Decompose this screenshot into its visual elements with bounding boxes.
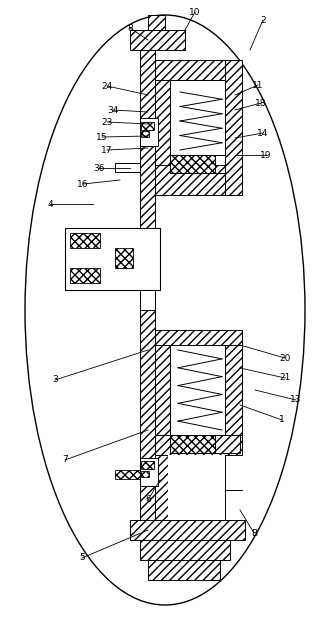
Bar xyxy=(170,155,215,173)
Bar xyxy=(141,131,149,137)
Text: 13: 13 xyxy=(290,396,302,404)
Bar xyxy=(170,345,225,435)
Bar xyxy=(130,520,245,540)
Bar xyxy=(155,165,225,195)
Bar xyxy=(140,458,158,486)
Bar xyxy=(65,228,160,290)
Text: 11: 11 xyxy=(252,80,264,90)
Text: 6: 6 xyxy=(145,495,151,504)
Text: 34: 34 xyxy=(107,105,119,115)
Bar xyxy=(70,233,100,248)
Bar xyxy=(140,540,230,560)
Bar xyxy=(140,310,155,535)
Bar xyxy=(170,435,240,453)
Bar xyxy=(170,155,225,173)
Bar xyxy=(115,470,140,479)
Text: 36: 36 xyxy=(93,163,105,173)
Bar xyxy=(155,455,225,520)
Bar xyxy=(155,330,242,345)
Text: 23: 23 xyxy=(101,118,113,126)
Text: 21: 21 xyxy=(279,373,291,383)
Text: 16: 16 xyxy=(77,180,89,189)
Text: 3: 3 xyxy=(52,376,58,384)
Bar xyxy=(115,163,140,172)
Text: 20: 20 xyxy=(279,353,291,363)
Bar xyxy=(155,435,242,455)
Text: 18: 18 xyxy=(255,98,267,108)
Bar xyxy=(170,435,215,453)
Bar xyxy=(168,455,225,520)
Bar xyxy=(141,461,154,469)
Bar xyxy=(141,471,149,477)
Text: 1: 1 xyxy=(279,415,285,425)
Bar xyxy=(155,60,240,80)
Bar xyxy=(225,330,242,450)
Bar xyxy=(155,80,170,195)
Bar xyxy=(115,248,133,268)
Bar xyxy=(130,30,185,50)
Text: 14: 14 xyxy=(257,129,269,137)
Text: 10: 10 xyxy=(189,7,201,17)
Text: 17: 17 xyxy=(101,145,113,155)
Bar xyxy=(140,30,155,310)
Text: 24: 24 xyxy=(101,82,113,90)
Text: 5: 5 xyxy=(79,553,85,563)
Bar xyxy=(140,290,155,310)
Text: 2: 2 xyxy=(260,15,266,25)
Text: 7: 7 xyxy=(62,456,68,464)
Text: B: B xyxy=(251,529,257,537)
Bar xyxy=(170,80,225,165)
Text: 15: 15 xyxy=(96,132,108,142)
Bar xyxy=(155,330,170,450)
Bar xyxy=(70,268,100,283)
Bar xyxy=(140,118,158,146)
Bar xyxy=(141,122,154,130)
Text: 8: 8 xyxy=(127,24,133,33)
Bar xyxy=(148,560,220,580)
Text: 4: 4 xyxy=(47,199,53,209)
Text: 19: 19 xyxy=(260,150,272,160)
Bar xyxy=(225,60,242,195)
Bar xyxy=(148,15,165,30)
